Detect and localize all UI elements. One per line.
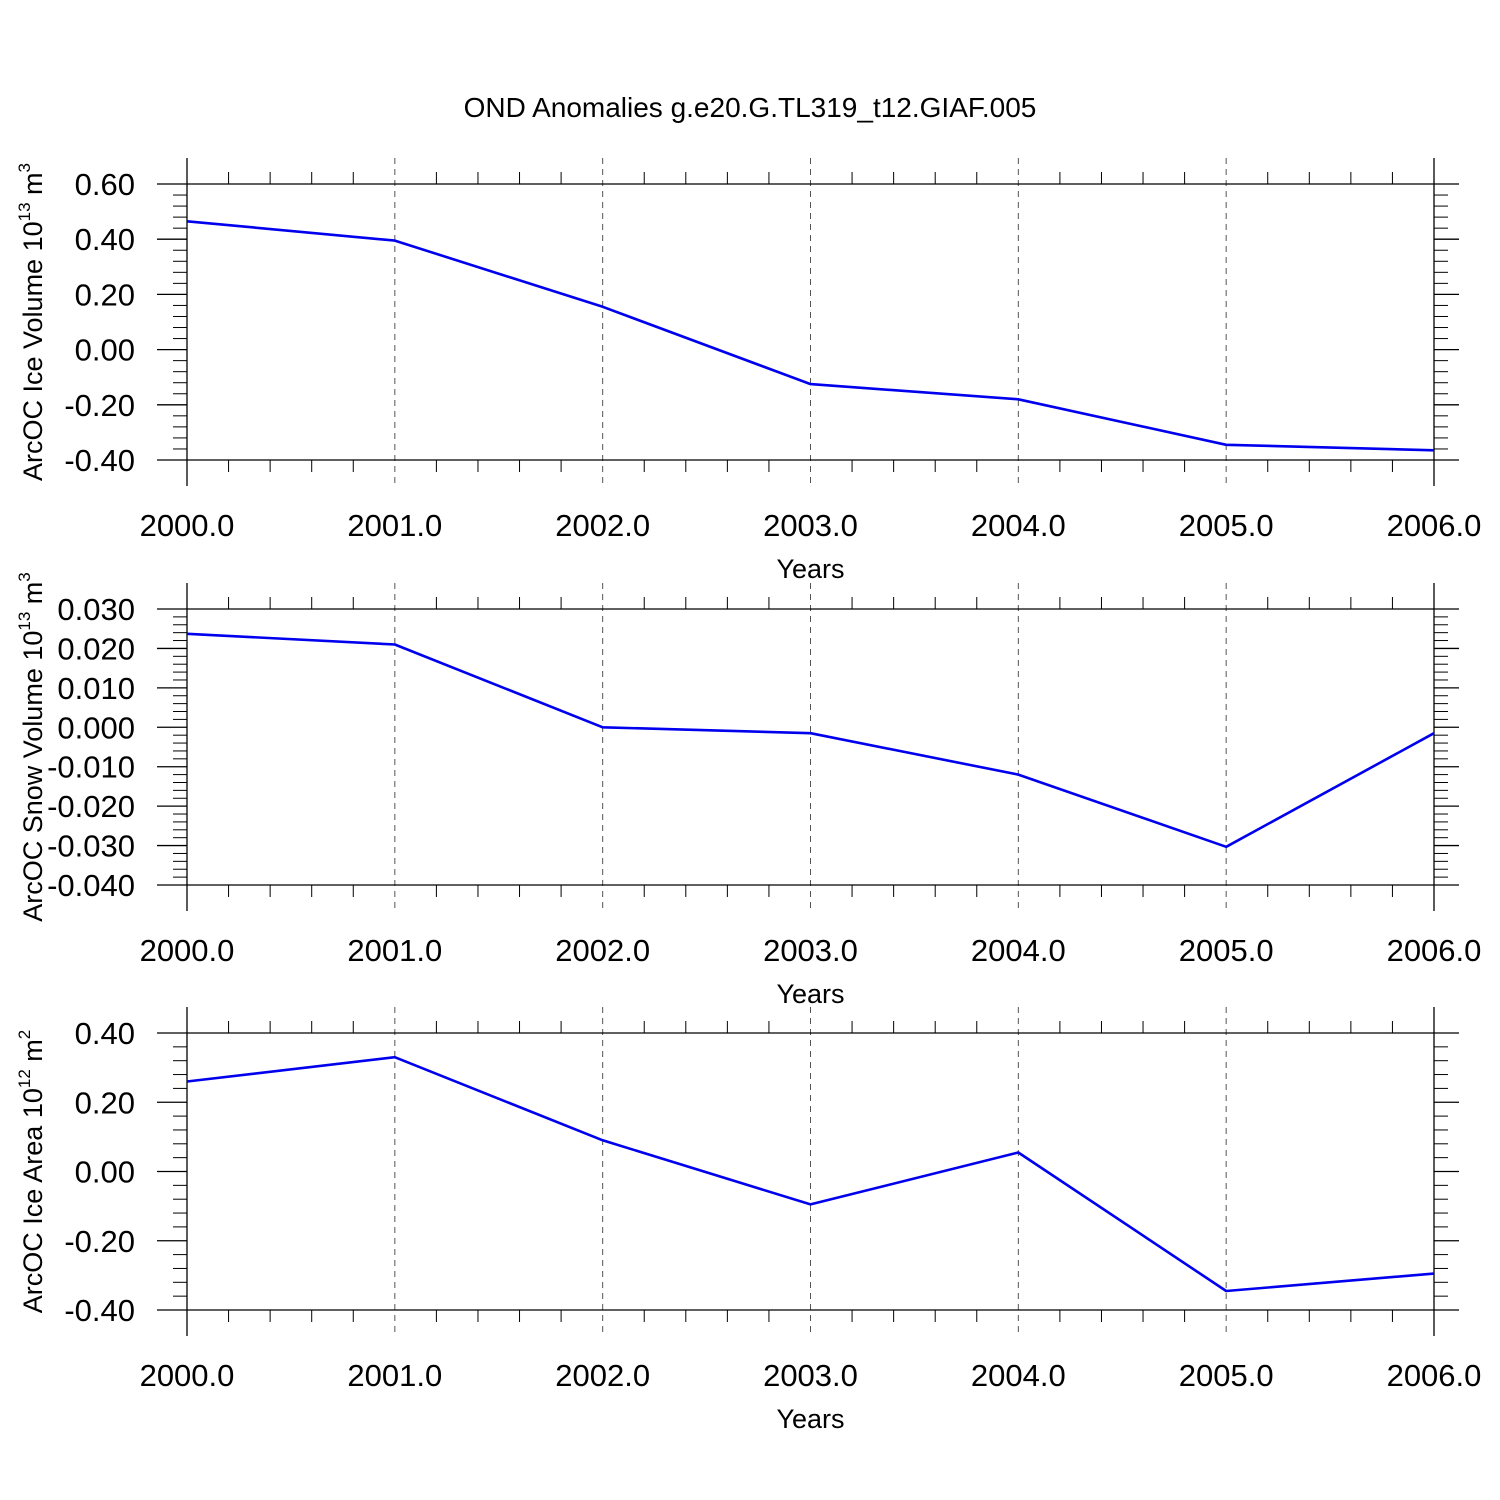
x-tick-label: 2005.0 xyxy=(1179,933,1274,968)
x-tick-label: 2006.0 xyxy=(1387,1358,1482,1393)
y-tick-label: -0.20 xyxy=(64,388,135,423)
x-axis-label: Years xyxy=(776,1404,844,1434)
y-tick-label: -0.010 xyxy=(47,750,135,785)
x-tick-label: 2003.0 xyxy=(763,933,858,968)
x-tick-label: 2000.0 xyxy=(140,508,235,543)
y-tick-label: 0.010 xyxy=(57,671,135,706)
series-line-ice-volume xyxy=(186,220,1435,452)
x-tick-label: 2006.0 xyxy=(1387,508,1482,543)
x-tick-label: 2000.0 xyxy=(140,933,235,968)
y-tick-label: 0.020 xyxy=(57,631,135,666)
y-tick-label: 0.00 xyxy=(75,1155,135,1190)
x-tick-label: 2001.0 xyxy=(347,1358,442,1393)
panel-ice-volume: -0.40 -0.20 0.00 0.20 0.40 0.60 2000.0 2001.0 20… xyxy=(15,158,1481,584)
x-tick-label: 2002.0 xyxy=(555,1358,650,1393)
x-axis-label: Years xyxy=(776,554,844,584)
x-axis-label: Years xyxy=(776,979,844,1009)
x-tick-label: 2002.0 xyxy=(555,933,650,968)
y-axis-label: ArcOC Ice Area 1012 m2 xyxy=(15,1030,48,1314)
x-tick-label: 2003.0 xyxy=(763,1358,858,1393)
y-tick-label: 0.20 xyxy=(75,1085,135,1120)
panels: -0.40 -0.20 0.00 0.20 0.40 0.60 2000.0 2001.0 20… xyxy=(15,158,1481,1434)
y-tick-label: -0.40 xyxy=(64,1293,135,1328)
panel-ice-area: -0.40 -0.20 0.00 0.20 0.40 2000.0 2001.0 2002.0… xyxy=(15,1007,1481,1434)
x-tick-label: 2003.0 xyxy=(763,508,858,543)
x-tick-label: 2001.0 xyxy=(347,508,442,543)
x-tick-label: 2002.0 xyxy=(555,508,650,543)
y-tick-label: -0.020 xyxy=(47,789,135,824)
series-line-ice-area xyxy=(186,1055,1435,1293)
y-tick-label: 0.20 xyxy=(75,277,135,312)
y-tick-label: 0.000 xyxy=(57,710,135,745)
y-tick-label: -0.40 xyxy=(64,443,135,478)
y-axis-label: ArcOC Snow Volume 1013 m3 xyxy=(15,572,48,922)
y-tick-label: 0.40 xyxy=(75,222,135,257)
panel-snow-volume: -0.040 -0.030 -0.020 -0.010 0.000 0.010 0.020 0… xyxy=(15,572,1481,1009)
series-line-snow-volume xyxy=(186,632,1435,849)
x-tick-label: 2005.0 xyxy=(1179,1358,1274,1393)
x-tick-label: 2004.0 xyxy=(971,1358,1066,1393)
y-tick-label: -0.040 xyxy=(47,868,135,903)
y-tick-label: 0.60 xyxy=(75,167,135,202)
x-tick-label: 2005.0 xyxy=(1179,508,1274,543)
x-tick-label: 2004.0 xyxy=(971,933,1066,968)
y-tick-label: 0.00 xyxy=(75,333,135,368)
y-tick-label: -0.20 xyxy=(64,1224,135,1259)
x-tick-label: 2004.0 xyxy=(971,508,1066,543)
figure-title: OND Anomalies g.e20.G.TL319_t12.GIAF.005 xyxy=(464,92,1037,123)
y-tick-label: 0.40 xyxy=(75,1016,135,1051)
x-tick-label: 2001.0 xyxy=(347,933,442,968)
x-tick-label: 2006.0 xyxy=(1387,933,1482,968)
x-tick-label: 2000.0 xyxy=(140,1358,235,1393)
y-tick-label: 0.030 xyxy=(57,592,135,627)
y-tick-label: -0.030 xyxy=(47,829,135,864)
y-axis-label: ArcOC Ice Volume 1013 m3 xyxy=(15,163,48,481)
